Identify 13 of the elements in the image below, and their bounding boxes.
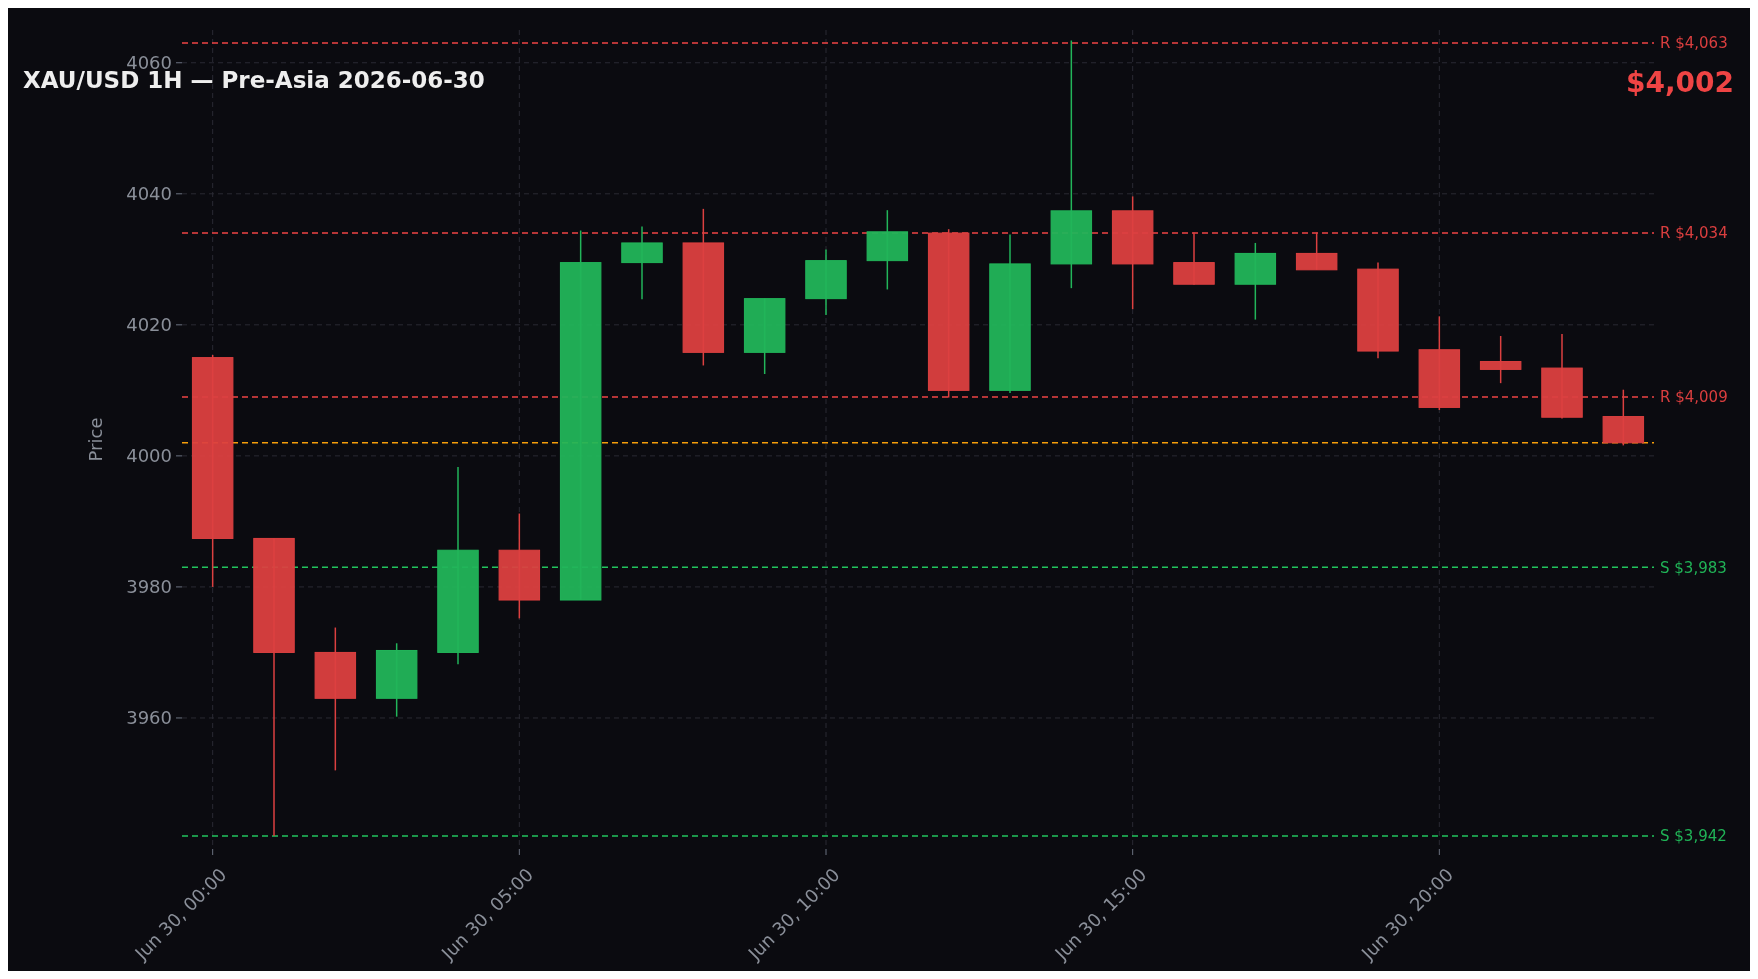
y-axis-title: Price	[85, 417, 106, 462]
y-tick-label: 3960	[126, 707, 172, 729]
ref-line-label: R $4,063	[1660, 34, 1728, 53]
ref-line-label: R $4,034	[1660, 224, 1728, 243]
y-tick-label: 4000	[126, 445, 172, 467]
ref-line-label: S $3,983	[1660, 558, 1727, 577]
y-tick-label: 4020	[126, 314, 172, 336]
ref-line-label: R $4,009	[1660, 388, 1728, 407]
y-tick-label: 4040	[126, 183, 172, 205]
annotation: $4,002	[1625, 66, 1734, 99]
y-tick-label: 3980	[126, 576, 172, 598]
candlestick	[1479, 335, 1522, 384]
ref-line-label: S $3,942	[1660, 827, 1727, 846]
